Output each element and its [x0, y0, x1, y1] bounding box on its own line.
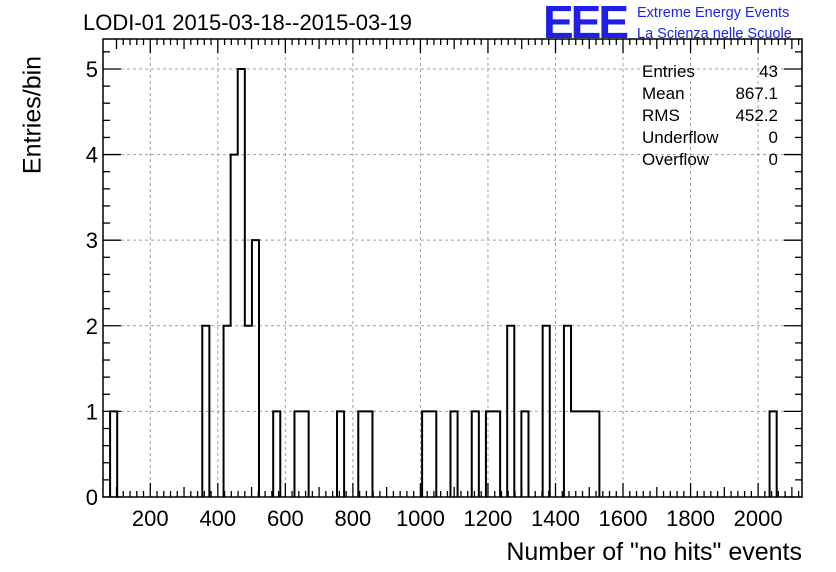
- x-tick-label: 1800: [666, 506, 715, 531]
- x-tick-label: 2000: [734, 506, 783, 531]
- x-tick-label: 200: [132, 506, 169, 531]
- histogram-bin: [294, 411, 301, 497]
- x-tick-label: 800: [335, 506, 372, 531]
- axis-ticks: [103, 39, 802, 498]
- stat-value: 0: [769, 150, 778, 169]
- logo-line-2: La Scienza nelle Scuole: [637, 26, 792, 42]
- stat-label: RMS: [642, 106, 680, 125]
- histogram-bin: [521, 411, 528, 497]
- histogram-bin: [450, 411, 457, 497]
- histogram-bin: [493, 411, 500, 497]
- grid-lines: [103, 39, 802, 497]
- stat-label: Overflow: [642, 150, 710, 169]
- histogram-bin: [302, 411, 309, 497]
- x-tick-label: 1000: [396, 506, 445, 531]
- logo-line-1: Extreme Energy Events: [637, 5, 790, 21]
- x-tick-label: 400: [199, 506, 236, 531]
- histogram-bin: [592, 411, 599, 497]
- histogram-bin: [472, 411, 479, 497]
- histogram-bin: [238, 69, 245, 497]
- histogram-bin: [770, 411, 777, 497]
- plot-frame: [102, 38, 803, 498]
- tick-labels: 200 400 600 800 1000 1200 1400 1600 1800 20000123…: [86, 57, 783, 531]
- y-tick-label: 0: [86, 485, 98, 510]
- stat-value: 43: [759, 62, 778, 81]
- chart-title: LODI-01 2015-03-18--2015-03-19: [83, 10, 412, 35]
- x-tick-label: 600: [267, 506, 304, 531]
- stat-label: Mean: [642, 84, 685, 103]
- histogram-bin: [252, 240, 259, 497]
- histogram-bin: [585, 411, 592, 497]
- histogram-bin: [571, 411, 578, 497]
- eee-logo: EEE: [543, 0, 629, 48]
- histogram-bin: [273, 411, 280, 497]
- stat-label: Entries: [642, 62, 695, 81]
- histogram-bin: [578, 411, 585, 497]
- stat-value: 452.2: [735, 106, 778, 125]
- stat-value: 0: [769, 128, 778, 147]
- x-axis-label: Number of "no hits" events: [506, 538, 802, 566]
- histogram-bin: [337, 411, 344, 497]
- y-tick-label: 4: [86, 143, 98, 168]
- histogram-bin: [358, 411, 365, 497]
- histogram-bin: [110, 411, 117, 497]
- y-tick-label: 3: [86, 228, 98, 253]
- stat-label: Underflow: [642, 128, 719, 147]
- histogram-bin: [422, 411, 429, 497]
- stats-box: Entries 43 Mean 867.1 RMS 452.2 Underflow 0 Over…: [642, 62, 778, 169]
- y-axis-label: Entries/bin: [18, 55, 47, 175]
- x-tick-label: 1400: [531, 506, 580, 531]
- y-tick-label: 5: [86, 57, 98, 82]
- y-tick-label: 1: [86, 399, 98, 424]
- y-tick-label: 2: [86, 314, 98, 339]
- x-tick-label: 1200: [463, 506, 512, 531]
- histogram-bin: [486, 411, 493, 497]
- histogram-bin: [365, 411, 372, 497]
- x-tick-label: 1600: [599, 506, 648, 531]
- histogram-bin: [429, 411, 436, 497]
- stat-value: 867.1: [735, 84, 778, 103]
